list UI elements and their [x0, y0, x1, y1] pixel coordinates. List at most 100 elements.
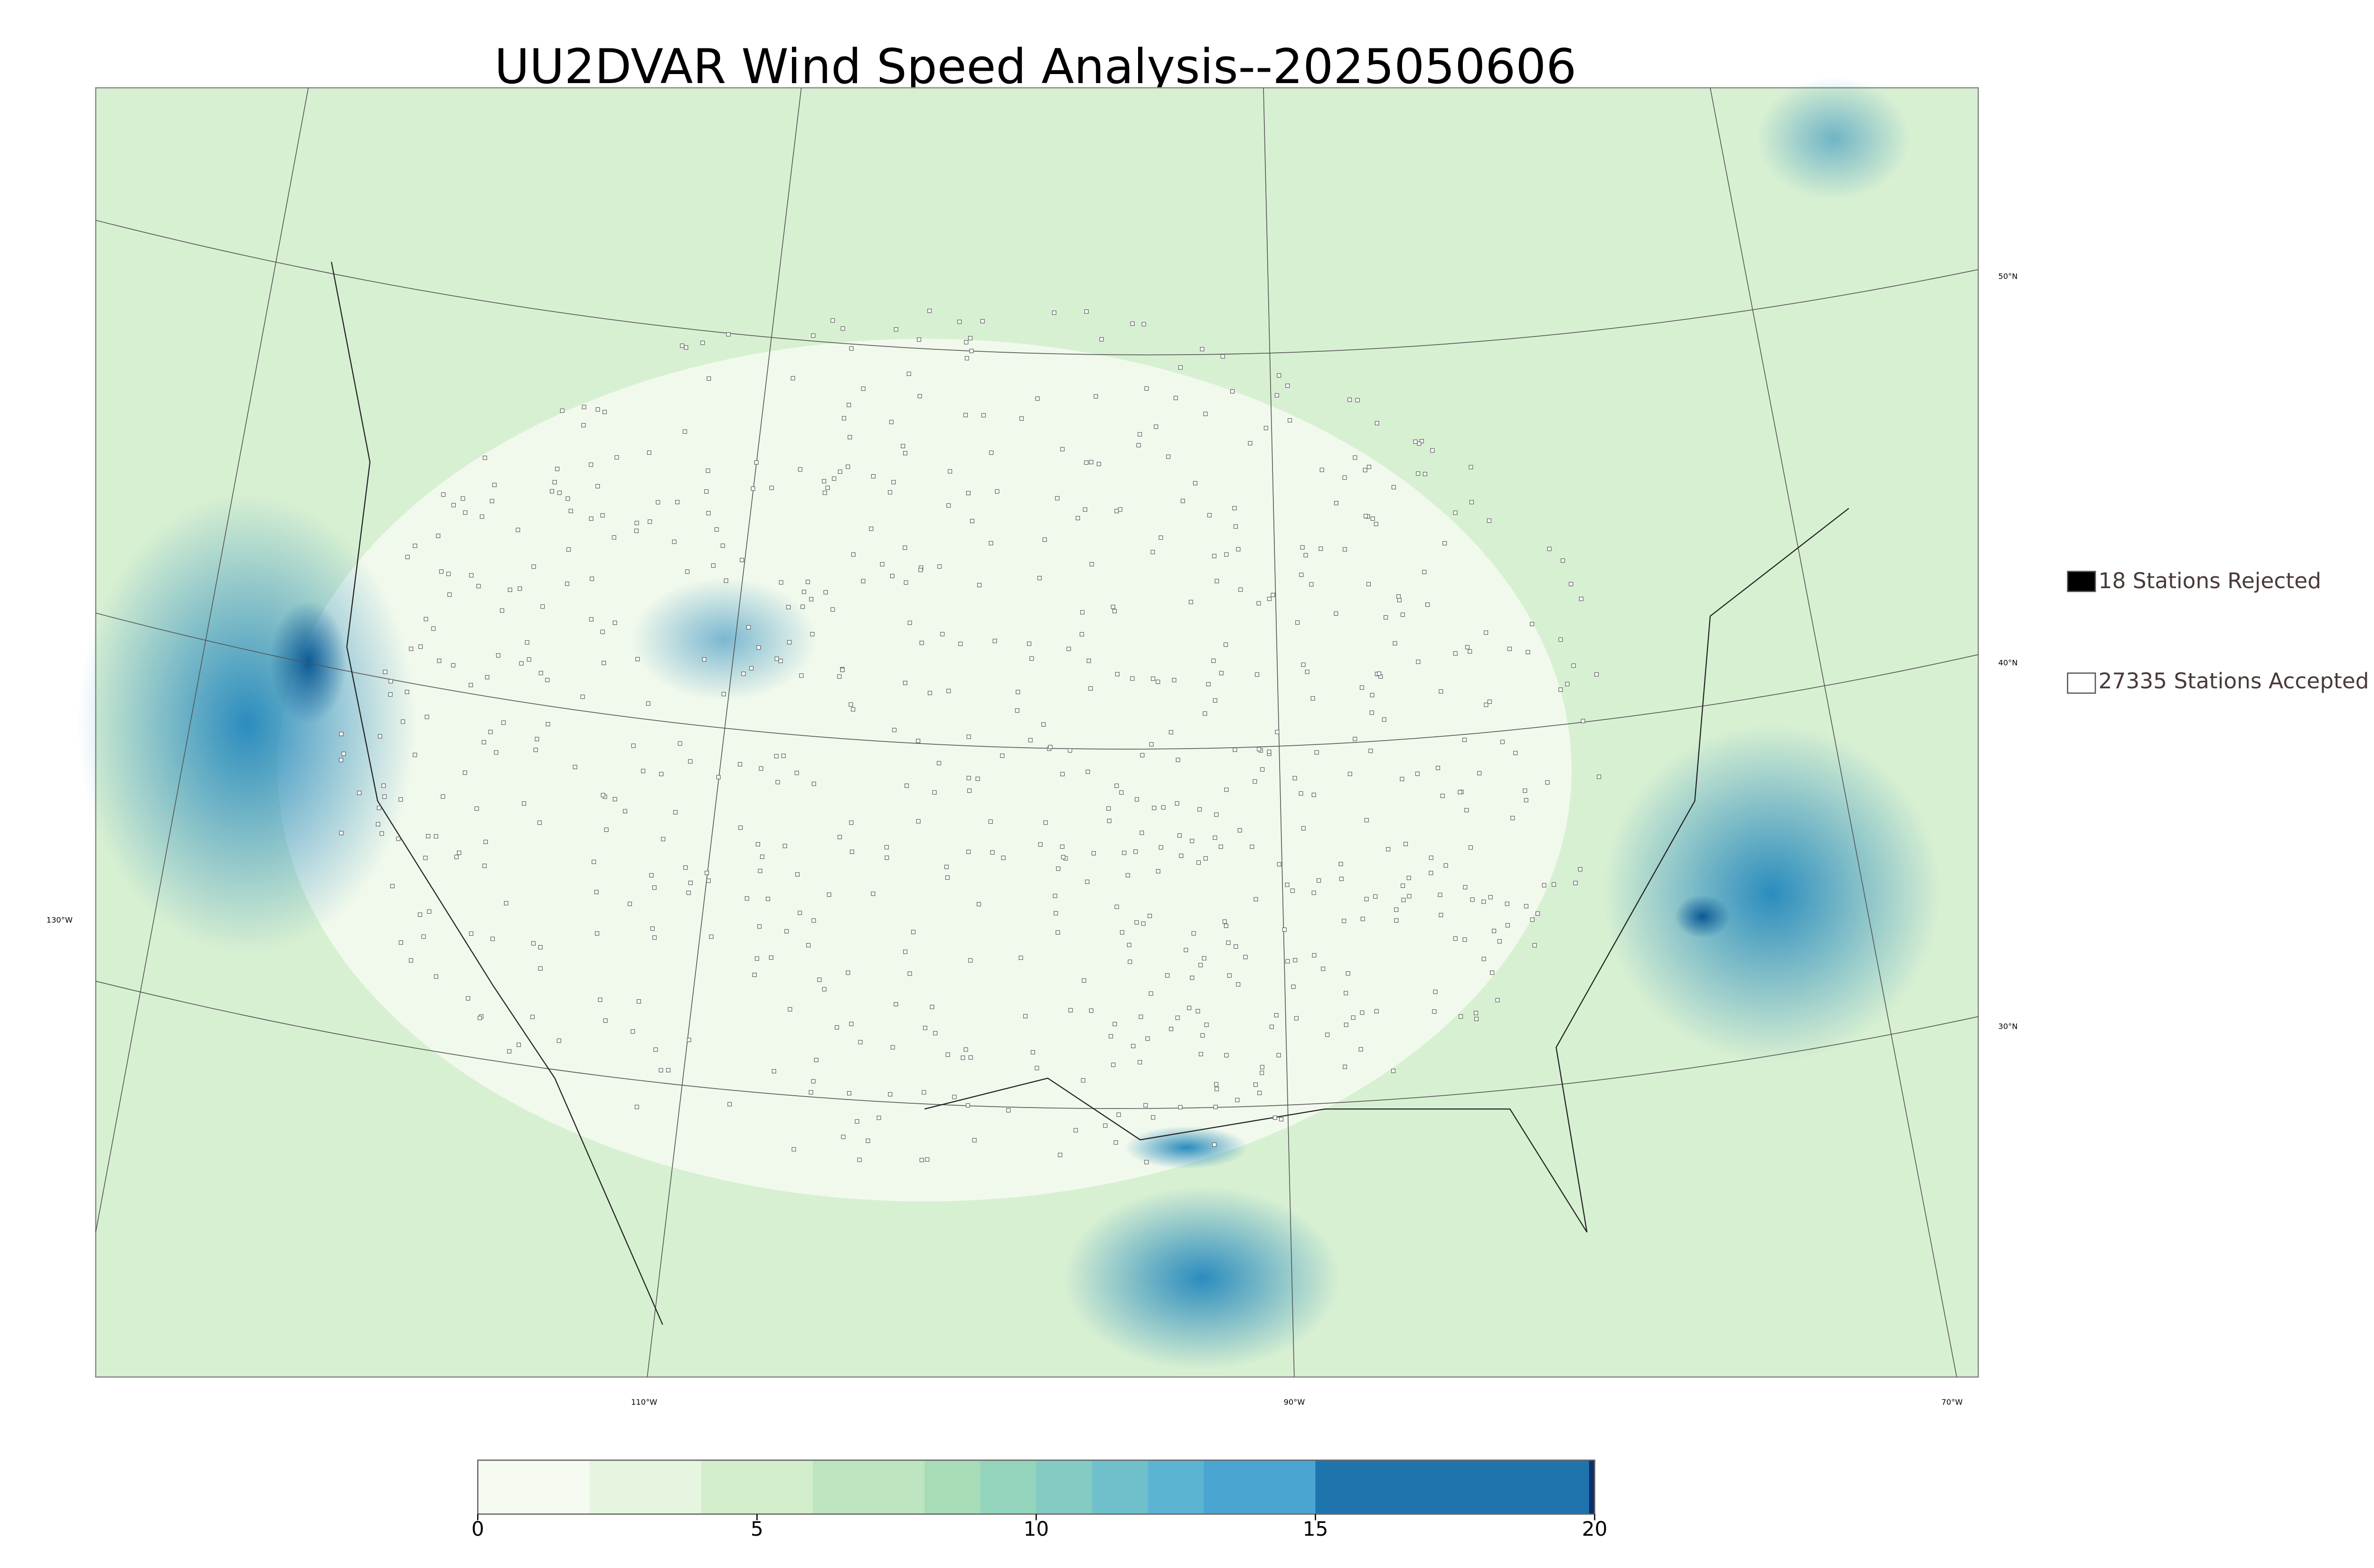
station	[963, 1047, 968, 1052]
station	[1282, 927, 1287, 932]
station	[744, 896, 749, 901]
station	[1342, 919, 1347, 923]
station	[1263, 426, 1268, 431]
station	[535, 737, 539, 742]
station	[1257, 1090, 1262, 1095]
station	[1469, 465, 1473, 469]
station	[1016, 690, 1020, 695]
station	[568, 508, 573, 514]
station	[1191, 931, 1196, 936]
station	[769, 486, 774, 490]
station	[1425, 602, 1430, 607]
station	[810, 632, 815, 637]
station	[851, 707, 856, 712]
station	[1111, 1062, 1116, 1067]
station	[1075, 516, 1080, 520]
station	[1206, 682, 1211, 686]
station	[545, 677, 550, 682]
station	[661, 837, 666, 842]
station	[1311, 792, 1316, 797]
station	[890, 1045, 895, 1050]
station	[1111, 604, 1115, 609]
station	[426, 834, 431, 838]
station	[1422, 570, 1427, 574]
station	[964, 356, 970, 361]
station	[1376, 671, 1382, 676]
station	[775, 780, 780, 785]
station	[666, 1068, 671, 1072]
station	[1443, 863, 1448, 868]
station	[925, 1157, 930, 1162]
station	[1417, 441, 1422, 446]
station	[1325, 1033, 1330, 1037]
station	[533, 748, 538, 752]
station	[531, 941, 536, 946]
station	[1394, 918, 1399, 923]
station	[822, 490, 827, 495]
station	[857, 1157, 862, 1162]
station	[1542, 883, 1546, 888]
station	[1054, 911, 1058, 916]
station	[521, 801, 527, 806]
station	[1271, 592, 1275, 597]
station	[1292, 776, 1297, 780]
colorbar-tick-label: 0	[471, 1517, 484, 1540]
station	[866, 1138, 870, 1143]
station	[1122, 851, 1127, 855]
station	[1416, 659, 1421, 664]
station	[1317, 878, 1321, 883]
station	[383, 669, 387, 674]
station	[1232, 506, 1237, 510]
station	[940, 632, 945, 637]
station	[1193, 481, 1197, 486]
station	[507, 1049, 512, 1054]
station	[409, 958, 414, 963]
station	[1184, 948, 1188, 952]
station	[968, 336, 973, 340]
station	[405, 689, 409, 695]
lon-label: 130°W	[47, 916, 73, 925]
station	[1274, 1013, 1279, 1018]
station	[339, 831, 344, 836]
station	[1030, 1050, 1035, 1055]
station	[965, 1103, 970, 1108]
station	[1358, 1047, 1363, 1052]
station	[675, 500, 680, 505]
station	[791, 1147, 796, 1152]
station	[485, 675, 490, 680]
station	[707, 376, 711, 381]
station	[1233, 747, 1237, 752]
station	[1200, 347, 1205, 352]
station	[1226, 940, 1231, 945]
station	[1439, 689, 1443, 694]
station	[398, 940, 403, 945]
station	[876, 1116, 881, 1120]
station	[1453, 936, 1458, 941]
station	[673, 810, 678, 815]
station	[1524, 798, 1528, 803]
station	[755, 842, 760, 846]
station	[1178, 1105, 1183, 1109]
station	[1573, 881, 1578, 885]
legend-swatch	[2067, 571, 2096, 592]
station	[1234, 944, 1238, 949]
station	[906, 371, 911, 376]
station	[490, 498, 494, 503]
station	[1255, 672, 1260, 677]
station	[1015, 708, 1019, 713]
station	[1103, 1123, 1108, 1128]
station	[1484, 703, 1488, 707]
station	[462, 770, 467, 775]
station	[1406, 875, 1411, 880]
station	[791, 376, 795, 381]
station	[659, 1068, 663, 1073]
station	[1569, 582, 1573, 586]
station	[1342, 547, 1347, 552]
colorbar-tick-label: 5	[751, 1517, 763, 1540]
station	[894, 1002, 898, 1007]
station	[1136, 443, 1141, 448]
station	[1397, 598, 1402, 602]
station	[1176, 758, 1180, 762]
station	[711, 563, 716, 568]
